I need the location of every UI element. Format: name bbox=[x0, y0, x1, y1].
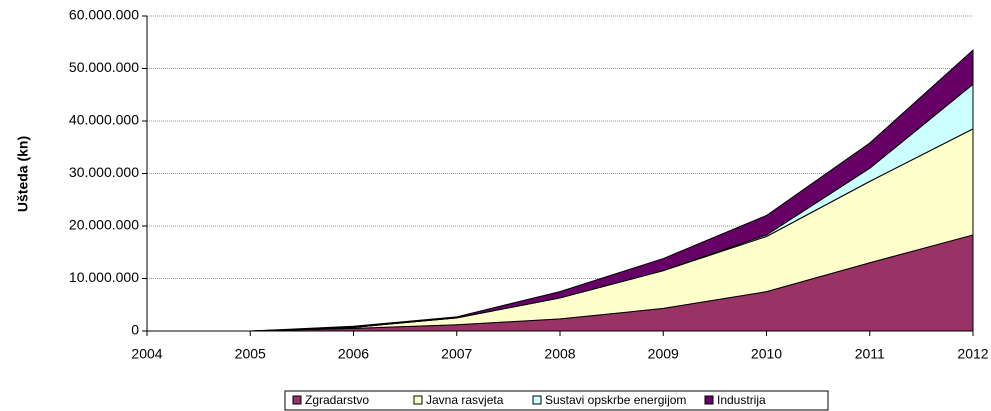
x-tick-label: 2011 bbox=[855, 346, 885, 362]
y-tick-label: 30.000.000 bbox=[69, 164, 139, 180]
x-tick-label: 2012 bbox=[957, 346, 988, 362]
legend-label: Zgradarstvo bbox=[305, 393, 369, 407]
y-tick-label: 20.000.000 bbox=[69, 217, 139, 233]
x-tick-label: 2008 bbox=[544, 346, 575, 362]
y-tick-label: 40.000.000 bbox=[69, 112, 139, 128]
legend-label: Industrija bbox=[717, 393, 766, 407]
legend-swatch bbox=[292, 395, 302, 405]
x-tick-label: 2004 bbox=[131, 346, 162, 362]
legend-swatch bbox=[413, 395, 423, 405]
legend-swatch bbox=[532, 395, 542, 405]
x-tick-label: 2010 bbox=[751, 346, 782, 362]
x-tick-label: 2005 bbox=[235, 346, 266, 362]
x-tick-label: 2007 bbox=[441, 346, 472, 362]
y-axis-label: Ušteda (kn) bbox=[15, 136, 31, 212]
legend-label: Javna rasvjeta bbox=[426, 393, 504, 407]
y-tick-label: 0 bbox=[131, 322, 139, 338]
x-tick-label: 2009 bbox=[648, 346, 679, 362]
area bbox=[147, 49, 974, 332]
legend-swatch bbox=[704, 395, 714, 405]
y-tick-label: 50.000.000 bbox=[69, 59, 139, 75]
legend-label: Sustavi opskrbe energijom bbox=[545, 393, 686, 407]
y-tick-label: 10.000.000 bbox=[69, 269, 139, 285]
x-tick-label: 2006 bbox=[338, 346, 369, 362]
y-tick-label: 60.000.000 bbox=[69, 7, 139, 23]
